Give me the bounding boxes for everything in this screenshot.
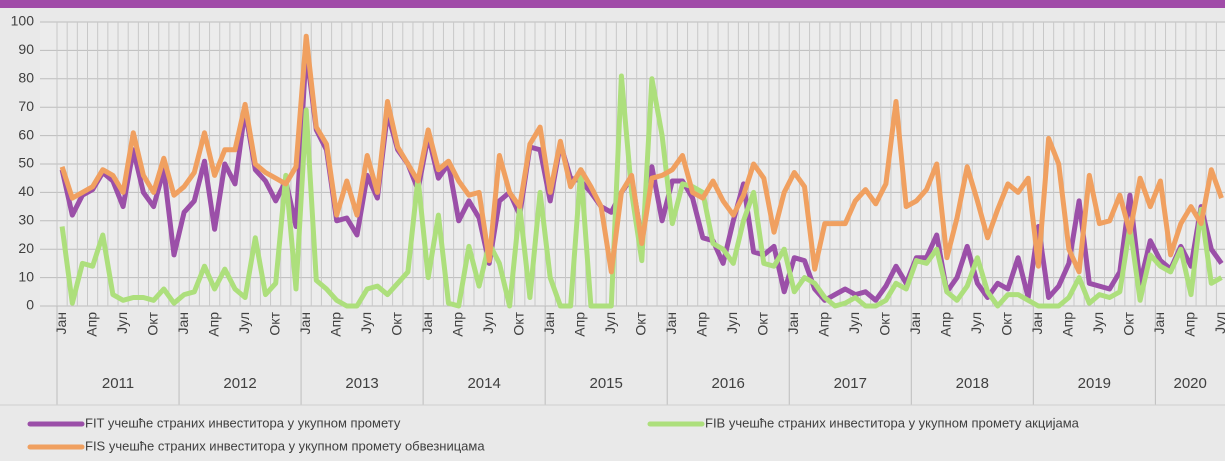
x-tick-label: Јул <box>724 312 740 334</box>
x-tick-label: Апр <box>205 312 221 337</box>
x-tick-label: Апр <box>816 312 832 337</box>
x-tick-label: Апр <box>449 312 465 337</box>
year-label: 2014 <box>467 375 500 392</box>
year-label: 2019 <box>1078 375 1111 392</box>
top-bar <box>0 0 1225 8</box>
series-line <box>59 33 1224 275</box>
y-tick-label: 30 <box>18 212 34 228</box>
y-tick-label: 100 <box>11 13 35 29</box>
x-tick-label: Јул <box>1212 312 1225 334</box>
year-label: 2015 <box>589 375 622 392</box>
x-tick-label: Јул <box>114 312 130 334</box>
x-tick-label: Јул <box>846 312 862 334</box>
y-tick-label: 40 <box>18 183 34 199</box>
x-tick-label: Апр <box>938 312 954 337</box>
y-tick-label: 60 <box>18 126 34 142</box>
year-label: 2016 <box>712 375 745 392</box>
x-tick-label: Јан <box>419 312 435 335</box>
x-tick-label: Јул <box>358 312 374 334</box>
legend-label: FIS учешће страних инвеститора у укупном… <box>85 438 485 453</box>
x-tick-label: Окт <box>144 311 160 335</box>
x-tick-label: Окт <box>632 311 648 335</box>
x-tick-label: Апр <box>571 312 587 337</box>
x-tick-label: Јан <box>785 312 801 335</box>
series-line <box>59 73 1223 309</box>
x-tick-label: Јул <box>236 312 252 334</box>
y-tick-label: 90 <box>18 41 34 57</box>
x-tick-label: Јан <box>297 312 313 335</box>
x-tick-label: Јул <box>602 312 618 334</box>
x-tick-label: Окт <box>266 311 282 335</box>
x-tick-label: Јул <box>968 312 984 334</box>
x-tick-label: Апр <box>693 312 709 337</box>
x-tick-label: Окт <box>1121 311 1137 335</box>
x-tick-label: Окт <box>510 311 526 335</box>
lines <box>59 33 1224 309</box>
y-tick-label: 20 <box>18 240 34 256</box>
x-tick-label: Окт <box>877 311 893 335</box>
y-tick-label: 70 <box>18 98 34 114</box>
legend-label: FIT учешће страних инвеститора у укупном… <box>85 415 401 430</box>
x-tick-label: Јан <box>1151 312 1167 335</box>
x-tick-label: Апр <box>1060 312 1076 337</box>
x-tick-label: Јан <box>53 312 69 335</box>
y-tick-label: 50 <box>18 155 34 171</box>
x-tick-label: Апр <box>1182 312 1198 337</box>
year-label: 2018 <box>956 375 989 392</box>
x-tick-label: Јан <box>907 312 923 335</box>
x-tick-label: Окт <box>388 311 404 335</box>
x-tick-label: Јул <box>480 312 496 334</box>
year-label: 2020 <box>1173 375 1206 392</box>
x-tick-label: Јан <box>663 312 679 335</box>
x-tick-label: Окт <box>755 311 771 335</box>
x-tick-label: Јан <box>175 312 191 335</box>
y-tick-label: 80 <box>18 70 34 86</box>
labels: 0 10 20 30 40 50 60 70 80 90 100 Јан Апр Јул Окт Јан Апр… <box>11 13 1225 454</box>
x-tick-label: Окт <box>999 311 1015 335</box>
legend-label: FIB учешће страних инвеститора у укупном… <box>705 415 1080 430</box>
x-tick-label: Апр <box>83 312 99 337</box>
year-label: 2011 <box>102 375 134 392</box>
y-tick-label: 10 <box>18 268 34 284</box>
year-label: 2013 <box>345 375 378 392</box>
x-tick-label: Јан <box>541 312 557 335</box>
x-tick-label: Јул <box>1090 312 1106 334</box>
x-tick-label: Апр <box>327 312 343 337</box>
year-label: 2017 <box>834 375 867 392</box>
x-tick-label: Јан <box>1029 312 1045 335</box>
year-label: 2012 <box>223 375 256 392</box>
y-tick-label: 0 <box>26 297 34 313</box>
